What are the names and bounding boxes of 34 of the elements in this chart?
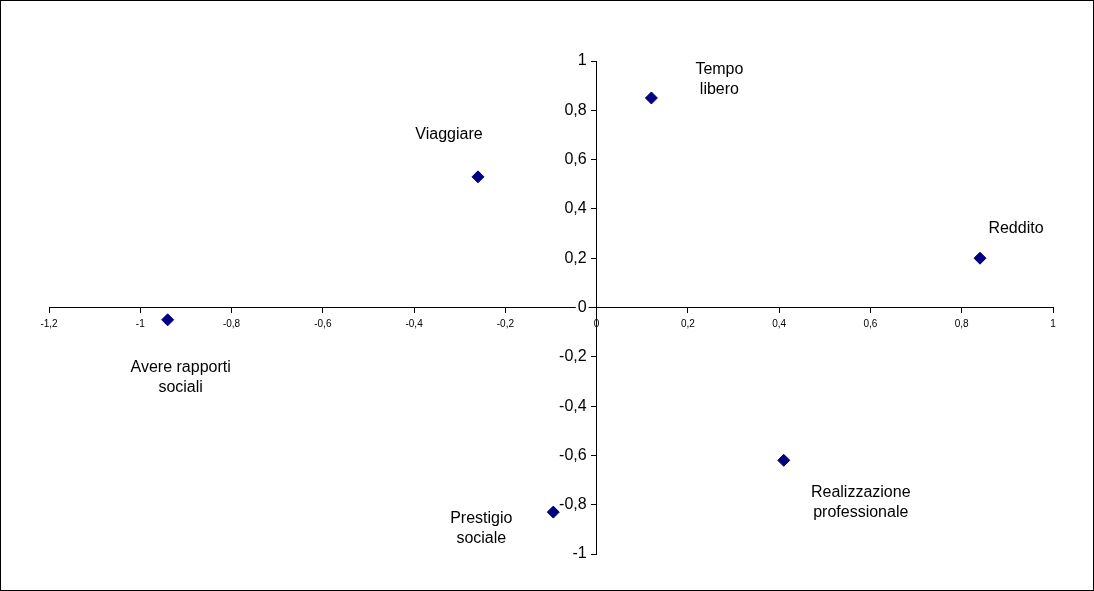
x-tick-label: 0,6 bbox=[863, 318, 878, 330]
x-tick-label: 0,8 bbox=[954, 318, 970, 330]
x-tick-label: 1 bbox=[1050, 318, 1057, 330]
annotation: Avere rapporti sociali bbox=[130, 358, 231, 396]
x-tick-label: -1 bbox=[135, 318, 146, 330]
y-tick-label: 0,4 bbox=[564, 199, 587, 217]
x-tick-label: -0,4 bbox=[405, 318, 424, 330]
y-tick-label: 0 bbox=[577, 297, 587, 315]
point bbox=[777, 453, 791, 467]
point bbox=[471, 170, 485, 184]
annotation: Tempo libero bbox=[695, 60, 744, 98]
point bbox=[161, 313, 175, 327]
x-tick-label: 0,2 bbox=[680, 318, 696, 330]
x-tick-label: -0,6 bbox=[314, 318, 332, 330]
x-tick-label: 0,4 bbox=[772, 318, 787, 330]
annotation: Prestigio sociale bbox=[450, 508, 513, 546]
x-tick-label: -0,2 bbox=[496, 318, 515, 330]
x-tick-label: -1,2 bbox=[40, 318, 59, 330]
annotation: Realizzazione professionale bbox=[810, 482, 911, 520]
y-tick-label: -0,8 bbox=[559, 495, 587, 513]
y-tick-label: -1 bbox=[572, 544, 587, 562]
point bbox=[973, 251, 987, 265]
annotation: Viaggiare bbox=[415, 125, 483, 143]
y-tick-label: 0,2 bbox=[564, 248, 587, 266]
y-tick-label: 0,8 bbox=[564, 100, 587, 118]
y-tick-label: -0,4 bbox=[559, 396, 587, 414]
y-tick-label: 0,6 bbox=[564, 150, 587, 168]
y-tick-label: -0,6 bbox=[559, 445, 587, 463]
y-tick-label: -0,2 bbox=[559, 347, 587, 365]
x-tick-label: -0,8 bbox=[222, 318, 241, 330]
point bbox=[546, 505, 560, 519]
annotation: Reddito bbox=[988, 218, 1044, 236]
y-tick-label: 1 bbox=[577, 51, 587, 69]
point bbox=[644, 91, 658, 105]
